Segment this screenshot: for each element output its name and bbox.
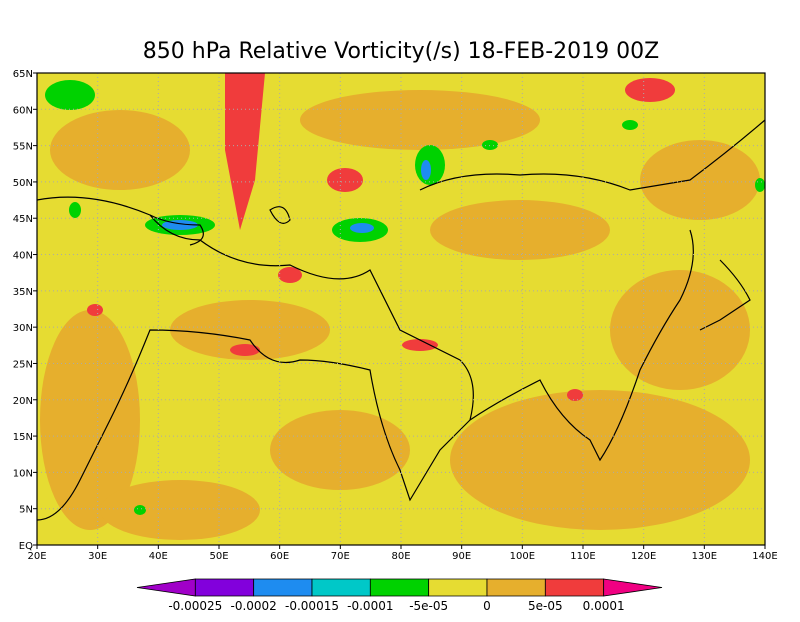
lon-label: 70E [331, 551, 350, 562]
lat-label: 60N [13, 105, 33, 116]
colorbar-label: -0.0002 [231, 599, 277, 613]
lat-label: 15N [13, 432, 33, 443]
map-title: 850 hPa Relative Vorticity(/s) 18-FEB-20… [143, 39, 659, 64]
colorbar-swatch [369, 578, 430, 597]
lat-label: 40N [13, 251, 33, 262]
lon-label: 40E [149, 551, 168, 562]
lon-label: 80E [391, 551, 410, 562]
lon-label: 120E [631, 551, 656, 562]
colorbar-label: -0.00015 [285, 599, 339, 613]
colorbar-swatch [136, 578, 196, 597]
colorbar: -0.00025 -0.0002 -0.00015 -0.0001 -5e-05 0 5e-… [136, 578, 663, 613]
lat-label: 25N [13, 359, 33, 370]
lon-label: 90E [452, 551, 471, 562]
colorbar-swatch [544, 578, 605, 597]
lat-label: 10N [13, 468, 33, 479]
colorbar-label: -0.0001 [347, 599, 393, 613]
lon-label: 50E [209, 551, 228, 562]
colorbar-swatch [253, 578, 313, 597]
lat-label: 30N [13, 323, 33, 334]
lon-label: 130E [692, 551, 717, 562]
lat-label: EQ [19, 541, 33, 552]
lon-label: 30E [88, 551, 107, 562]
lat-label: 20N [13, 396, 33, 407]
strong-positive-areas [87, 73, 675, 401]
colorbar-label: -0.00025 [168, 599, 222, 613]
lat-label: 45N [13, 214, 33, 225]
axes: 20E 30E 40E 50E 60E 70E 80E 90E 100E 110E 120E 130E… [13, 69, 778, 562]
lat-label: 65N [13, 69, 33, 80]
lat-label: 55N [13, 142, 33, 153]
coastlines [36, 119, 766, 521]
colorbar-label: 0.0001 [583, 599, 625, 613]
lon-label: 100E [510, 551, 535, 562]
colorbar-swatch [194, 578, 255, 597]
lon-label: 140E [752, 551, 777, 562]
colorbar-swatch [428, 578, 488, 597]
grid [37, 73, 765, 545]
colorbar-swatch [486, 578, 546, 597]
lon-label: 110E [570, 551, 595, 562]
lat-label: 5N [19, 505, 33, 516]
colorbar-label: 0 [483, 599, 491, 613]
lat-label: 35N [13, 287, 33, 298]
colorbar-label: -5e-05 [409, 599, 448, 613]
colorbar-label: 5e-05 [528, 599, 563, 613]
colorbar-swatch [311, 578, 371, 597]
colorbar-swatch [603, 578, 663, 597]
lat-label: 50N [13, 178, 33, 189]
lon-label: 60E [270, 551, 289, 562]
lon-label: 20E [27, 551, 46, 562]
